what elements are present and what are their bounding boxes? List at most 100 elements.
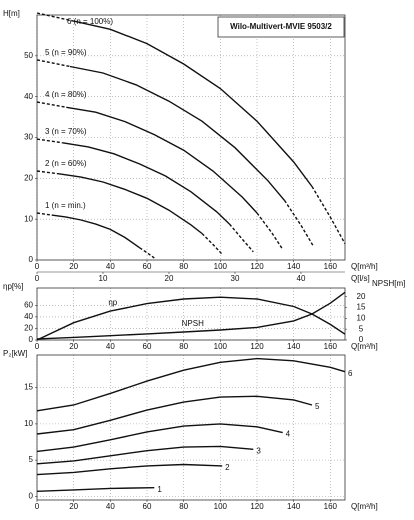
x-tick-label: 60 (143, 262, 152, 271)
curve-dashed (283, 200, 315, 248)
x-tick-label: 20 (69, 502, 78, 511)
y2-tick-label: 5 (359, 324, 364, 333)
x-axis-label: Q[m³/h] (351, 342, 378, 351)
curve-dashed (36, 12, 74, 22)
x-tick-label: 0 (35, 502, 40, 511)
curve-label: 1 (n = min.) (45, 201, 86, 210)
x2-tick-label: 10 (99, 274, 108, 283)
x-tick-label: 160 (324, 262, 338, 271)
x-tick-label: 80 (179, 342, 188, 351)
x-tick-label: 100 (214, 342, 228, 351)
curve (73, 20, 313, 187)
x-axis-label: Q[m³/h] (351, 502, 378, 511)
y-tick-label: 60 (24, 300, 33, 309)
curve (36, 395, 313, 435)
curve-label: 6 (n = 100%) (67, 17, 113, 26)
x-tick-label: 40 (106, 502, 115, 511)
curve-label: 3 (256, 446, 261, 455)
title-box (217, 16, 345, 38)
curve (62, 142, 230, 225)
x-tick-label: 140 (287, 342, 301, 351)
curve-dashed (256, 212, 284, 250)
y-tick-label: 0 (29, 335, 34, 344)
curve-label: ηp (108, 298, 117, 307)
x-tick-label: 160 (324, 502, 338, 511)
x-tick-label: 140 (287, 502, 301, 511)
plot-frame (36, 354, 346, 501)
curve (36, 291, 346, 340)
curve-label: 5 (315, 402, 320, 411)
curve (58, 173, 203, 235)
y-tick-label: 10 (24, 214, 33, 223)
curve-dashed (36, 59, 71, 68)
curve-label: 2 (n = 60%) (45, 159, 87, 168)
y-tick-label: 15 (24, 383, 33, 392)
y-tick-label: 30 (24, 133, 33, 142)
x-tick-label: 120 (250, 262, 264, 271)
y-axis-label: H[m] (3, 9, 20, 18)
plot-frame (36, 14, 346, 261)
x2-tick-label: 0 (35, 274, 40, 283)
y-tick-label: 20 (24, 324, 33, 333)
curve-dashed (36, 138, 63, 144)
y-tick-label: 20 (24, 173, 33, 182)
x-tick-label: 60 (143, 342, 152, 351)
y-tick-label: 40 (24, 312, 33, 321)
y-tick-label: 0 (29, 491, 34, 500)
x-axis-label: Q[m³/h] (351, 262, 378, 271)
x-tick-label: 120 (250, 502, 264, 511)
curve-dashed (36, 212, 52, 216)
y-axis-label: ηp[%] (3, 282, 23, 291)
curve (51, 214, 141, 249)
x-tick-label: 60 (143, 502, 152, 511)
y-tick-label: 50 (24, 51, 33, 60)
curve-dashed (139, 247, 155, 259)
curve-label: 5 (n = 90%) (45, 48, 87, 57)
x2-tick-label: 30 (231, 274, 240, 283)
curve-label: NPSH (182, 319, 204, 328)
y2-tick-label: 20 (357, 292, 366, 301)
plot-frame (36, 287, 346, 341)
curve (69, 65, 286, 201)
curve (36, 296, 346, 341)
x-tick-label: 120 (250, 342, 264, 351)
curve (36, 463, 223, 476)
curve (66, 106, 258, 214)
y2-tick-label: 15 (357, 303, 366, 312)
curve-dashed (201, 233, 223, 255)
y2-tick-label: 10 (357, 313, 366, 322)
x-tick-label: 80 (179, 502, 188, 511)
x-tick-label: 40 (106, 342, 115, 351)
y-tick-label: 5 (29, 455, 34, 464)
curve-label: 3 (n = 70%) (45, 127, 87, 136)
curve-dashed (36, 170, 60, 175)
x-tick-label: 80 (179, 262, 188, 271)
curve-label: 4 (n = 80%) (45, 90, 87, 99)
x-tick-label: 20 (69, 262, 78, 271)
curve (36, 423, 283, 453)
y2-tick-label: 0 (359, 335, 364, 344)
x-tick-label: 0 (35, 262, 40, 271)
curve-dashed (311, 186, 346, 245)
x2-axis-label: Q[l/s] (351, 274, 370, 283)
y-tick-label: 10 (24, 419, 33, 428)
x2-tick-label: 40 (297, 274, 306, 283)
curve (36, 357, 346, 412)
curve-label: 4 (286, 430, 291, 439)
y-tick-label: 40 (24, 92, 33, 101)
x-tick-label: 140 (287, 262, 301, 271)
y2-axis-label: NPSH[m] (372, 279, 405, 288)
chart-title: Wilo-Multivert-MVIE 9503/2 (230, 22, 332, 31)
curve-dashed (228, 223, 254, 253)
x-tick-label: 40 (106, 262, 115, 271)
x-tick-label: 160 (324, 342, 338, 351)
y-tick-label: 0 (29, 255, 34, 264)
curve (36, 445, 254, 465)
x2-tick-label: 20 (165, 274, 174, 283)
curve-label: 2 (225, 463, 230, 472)
x-tick-label: 100 (214, 262, 228, 271)
x-tick-label: 100 (214, 502, 228, 511)
curve (36, 487, 155, 492)
x-tick-label: 20 (69, 342, 78, 351)
